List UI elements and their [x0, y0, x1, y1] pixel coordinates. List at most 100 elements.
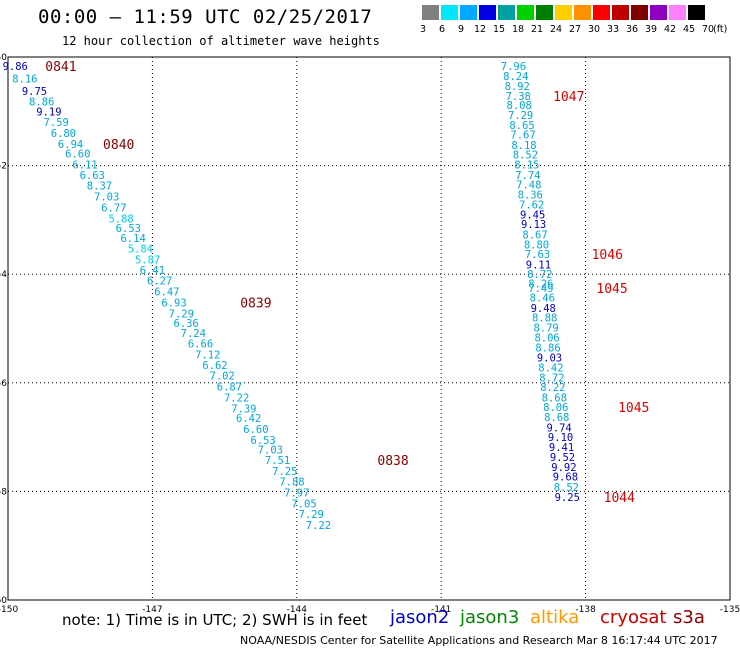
swh-value-label: 7.03: [258, 445, 283, 457]
swh-value-label: 8.06: [543, 402, 568, 414]
swh-value-label: 8.08: [507, 100, 532, 112]
legend-label: 12: [473, 24, 487, 35]
swh-value-label: 8.22: [540, 382, 565, 394]
swh-value-label: 7.96: [501, 61, 526, 73]
swh-value-label: 9.25: [555, 492, 580, 504]
legend-swatch: [669, 5, 686, 20]
swh-value-label: 7.88: [279, 477, 304, 489]
swh-value-label: 8.42: [538, 363, 563, 375]
pass-time-label: 1047: [553, 90, 584, 105]
swh-value-label: 8.86: [535, 343, 560, 355]
page-subtitle: 12 hour collection of altimeter wave hei…: [62, 34, 380, 48]
swh-value-label: 8.72: [527, 269, 552, 281]
legend-swatch: [688, 5, 705, 20]
swh-value-label: 8.24: [503, 71, 528, 83]
pass-time-label: 1045: [596, 282, 627, 297]
swh-value-label: 6.47: [154, 287, 179, 299]
swh-value-label: 6.53: [116, 223, 141, 235]
legend-swatch: [441, 5, 458, 20]
swh-value-label: 8.15: [514, 160, 539, 172]
swh-value-label: 9.48: [531, 303, 556, 315]
swh-value-label: 9.11: [526, 259, 551, 271]
x-tick-label: -138: [575, 605, 596, 615]
swh-value-label: 8.52: [513, 150, 538, 162]
swh-value-label: 9.03: [537, 352, 562, 364]
swh-value-label: 9.45: [520, 209, 545, 221]
swh-value-label: 5.88: [108, 213, 133, 225]
legend-label: 45: [682, 24, 696, 35]
swh-value-label: 7.29: [169, 308, 194, 320]
swh-value-label: 7.63: [525, 249, 550, 261]
swh-value-label: 7.49: [528, 283, 553, 295]
swh-value-label: 6.66: [188, 339, 213, 351]
legend-label: 39: [644, 24, 658, 35]
swh-value-label: 9.68: [553, 472, 578, 484]
swh-value-label: 7.03: [94, 192, 119, 204]
pass-time-label: 1046: [592, 248, 623, 263]
x-tick-label: -150: [0, 605, 18, 615]
pass-time-label: 0838: [377, 454, 408, 469]
x-tick-label: -141: [431, 605, 451, 615]
swh-value-label: 7.39: [231, 403, 256, 415]
legend-swatch: [593, 5, 610, 20]
swh-value-label: 6.77: [101, 202, 126, 214]
swh-value-label: 7.02: [210, 371, 235, 383]
swh-value-label: 7.67: [510, 130, 535, 142]
swh-value-label: 7.62: [519, 200, 544, 212]
swh-value-label: 6.36: [173, 318, 198, 330]
pass-time-label: 1044: [604, 491, 635, 506]
legend-label: 3: [419, 24, 427, 35]
legend-label: 6: [438, 24, 446, 35]
swh-value-label: 9.92: [551, 462, 576, 474]
legend-swatch: [574, 5, 591, 20]
swh-value-label: 6.93: [161, 297, 186, 309]
satellite-label-cryosat: cryosat: [600, 607, 667, 628]
swh-value-label: 6.60: [65, 149, 90, 161]
swh-value-label: 8.72: [539, 372, 564, 384]
legend-swatch: [631, 5, 648, 20]
swh-value-label: 7.12: [195, 350, 220, 362]
legend-label: 9: [457, 24, 465, 35]
swh-value-label: 6.60: [243, 424, 268, 436]
legend-swatch: [479, 5, 496, 20]
swh-value-label: 8.68: [542, 392, 567, 404]
swh-value-label: 6.11: [72, 160, 97, 172]
swh-value-label: 9.19: [36, 106, 61, 118]
legend-label: 36: [625, 24, 639, 35]
satellite-label-s3a: s3a: [673, 607, 705, 628]
swh-value-label: 7.22: [306, 520, 331, 532]
swh-value-label: 7.97: [284, 487, 309, 499]
legend-label: 27: [568, 24, 582, 35]
swh-value-label: 6.27: [147, 276, 172, 288]
x-tick-label: -135: [720, 605, 740, 615]
swh-value-label: 7.24: [181, 328, 206, 340]
legend-label: 18: [511, 24, 525, 35]
swh-value-label: 8.92: [505, 81, 530, 93]
y-tick-label: -58: [0, 487, 7, 497]
y-tick-label: -56: [0, 379, 7, 389]
swh-value-label: 9.74: [546, 422, 571, 434]
legend-swatch: [422, 5, 439, 20]
swh-value-label: 7.59: [43, 117, 68, 129]
swh-value-label: 8.68: [544, 412, 569, 424]
swh-value-label: 6.14: [120, 233, 145, 245]
swh-value-label: 6.62: [202, 360, 227, 372]
swh-value-label: 6.42: [236, 413, 261, 425]
swh-value-label: 8.46: [530, 293, 555, 305]
legend-swatch: [650, 5, 667, 20]
y-tick-label: -52: [0, 162, 7, 172]
legend-label: 21: [530, 24, 544, 35]
legend-label: 24: [549, 24, 563, 35]
swh-value-label: 7.25: [272, 466, 297, 478]
legend-swatch: [517, 5, 534, 20]
swh-value-label: 6.63: [80, 170, 105, 182]
pass-time-label: 1045: [618, 401, 649, 416]
credit-line: NOAA/NESDIS Center for Satellite Applica…: [240, 634, 718, 647]
pass-time-label: 0841: [45, 60, 76, 75]
swh-value-label: 7.22: [224, 392, 249, 404]
x-tick-label: -144: [287, 605, 308, 615]
swh-value-label: 8.88: [532, 313, 557, 325]
swh-value-label: 6.80: [51, 128, 76, 140]
x-tick-label: -147: [142, 605, 162, 615]
legend-swatch: [555, 5, 572, 20]
